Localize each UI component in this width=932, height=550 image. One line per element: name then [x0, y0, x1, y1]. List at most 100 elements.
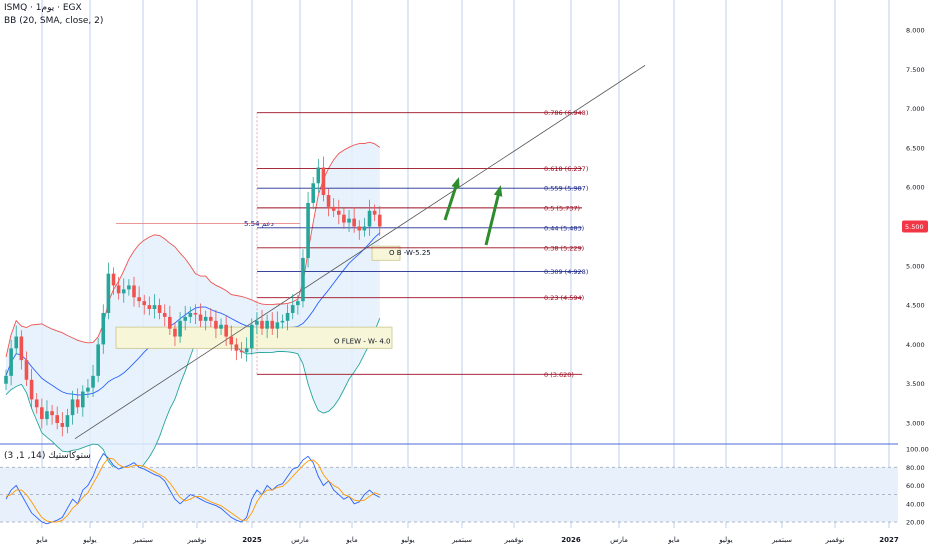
y-axis-tick-label: 3.000 — [906, 420, 925, 428]
bb-basis-line — [5, 232, 381, 396]
candle-body — [24, 360, 29, 380]
x-axis-tick-label: يوليو — [400, 536, 414, 544]
y-axis-tick-label: 6.000 — [906, 184, 925, 192]
candle-body — [178, 320, 182, 337]
support-label: دعم 5.54 — [244, 220, 274, 228]
candle-body — [270, 320, 275, 329]
up-arrow-right-shaft — [484, 187, 502, 246]
candle-body — [65, 415, 70, 427]
candle-body — [321, 167, 326, 196]
candle-body — [70, 399, 75, 416]
stoch-y-tick-label: 20.00 — [906, 519, 925, 527]
candle-body — [377, 214, 382, 227]
x-axis-tick-label: مايو — [667, 536, 680, 544]
stoch-y-tick-label: 100.00 — [906, 446, 929, 454]
candle-body — [152, 305, 157, 310]
stoch-y-tick-label: 40.00 — [906, 500, 925, 508]
candle-body — [157, 305, 162, 313]
candle-body — [50, 411, 54, 416]
candle-body — [290, 305, 295, 313]
y-axis-tick-label: 5.000 — [906, 262, 925, 270]
candle-body — [101, 312, 106, 345]
x-axis-tick-label: يوليو — [82, 536, 96, 544]
candle-body — [45, 411, 49, 420]
candle-body — [239, 350, 244, 353]
candle-body — [229, 336, 234, 345]
candle-body — [60, 423, 65, 427]
candle-body — [203, 316, 208, 321]
candle-body — [255, 320, 259, 325]
candle-body — [265, 320, 269, 329]
y-axis-tick-label: 3.500 — [906, 380, 925, 388]
y-axis-tick-label: 6.500 — [906, 144, 925, 152]
zone-upper — [371, 245, 401, 261]
candle-body — [234, 344, 239, 351]
candle-body — [362, 226, 367, 231]
candle-body — [296, 301, 300, 306]
candle-body — [183, 316, 187, 321]
x-axis-tick-label: مارس — [291, 536, 309, 544]
symbol-title: ISMQ · 1يوم · EGX — [4, 3, 82, 13]
x-axis-tick-label: سبتمبر — [132, 536, 153, 544]
candle-body — [168, 316, 172, 329]
fib-level-label: 0.5 (5.737) — [544, 204, 580, 212]
candle-body — [147, 305, 152, 310]
fib-level-label: 0.559 (5.987) — [544, 185, 588, 193]
candle-body — [367, 210, 372, 227]
candle-body — [301, 257, 305, 302]
candle-body — [311, 183, 315, 203]
candle-body — [357, 226, 362, 231]
y-axis-tick-label: 7.000 — [906, 105, 925, 113]
zone-upper-label: O B -W-5.25 — [389, 249, 431, 257]
candle-body — [352, 218, 356, 227]
candle-body — [86, 387, 90, 392]
x-axis-tick-label: مايو — [345, 536, 358, 544]
stoch-y-tick-label: 60.00 — [906, 482, 925, 490]
y-axis-tick-label: 8.000 — [906, 27, 925, 35]
candle-body — [96, 344, 100, 376]
y-axis-tick-label: 4.000 — [906, 341, 925, 349]
candle-body — [224, 324, 228, 337]
candle-body — [40, 407, 44, 420]
candle-body — [127, 285, 131, 290]
candle-body — [285, 312, 290, 321]
candle-body — [219, 324, 223, 329]
stoch-band — [0, 467, 898, 522]
fib-level-label: 0.618 (6.237) — [544, 165, 588, 173]
fib-level-label: 0.309 (4.928) — [544, 268, 588, 276]
up-arrow-left-head — [451, 177, 460, 189]
x-axis-tick-label: 2025 — [242, 536, 262, 544]
candle-body — [81, 391, 85, 408]
candle-body — [29, 379, 34, 400]
candle-body — [347, 218, 351, 223]
y-axis-tick-label: 7.500 — [906, 66, 925, 74]
candle-body — [275, 322, 280, 329]
candle-body — [372, 210, 377, 215]
candle-body — [111, 273, 116, 286]
candle-body — [326, 195, 331, 207]
fib-level-label: 0.23 (4.594) — [544, 294, 584, 302]
candle-body — [209, 316, 213, 321]
candle-body — [173, 328, 177, 337]
zone-lower-label: O FLEW - W- 4.0 — [334, 337, 391, 345]
y-axis-tick-label: 4.500 — [906, 302, 925, 310]
candle-body — [306, 202, 310, 258]
candle-body — [137, 297, 141, 302]
price-badge — [902, 220, 928, 233]
candle-body — [188, 312, 193, 317]
price-badge-label: 5.500 — [905, 223, 924, 231]
x-axis-tick-label: نوفمبر — [504, 536, 524, 544]
x-axis-tick-label: نوفمبر — [187, 536, 207, 544]
candle-body — [280, 320, 285, 323]
bb-lower-line — [5, 318, 381, 478]
candle-body — [214, 320, 218, 329]
fib-level-label: 0.38 (5.229) — [544, 244, 584, 252]
stoch-d-line — [5, 457, 380, 523]
candle-body — [142, 301, 147, 306]
candle-body — [331, 206, 336, 211]
candle-body — [75, 399, 80, 408]
x-axis-tick-label: يوليو — [718, 536, 732, 544]
candle-body — [14, 336, 19, 349]
bb-indicator-label: BB (20, SMA, close, 2) — [4, 16, 104, 26]
